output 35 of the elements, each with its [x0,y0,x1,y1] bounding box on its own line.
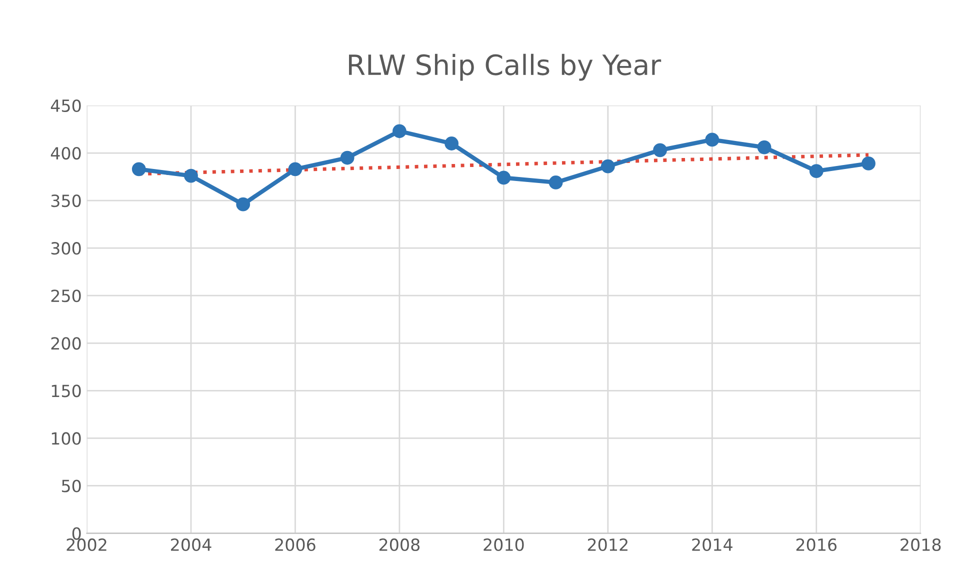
x-tick-label: 2006 [275,538,316,552]
x-tick-label: 2010 [484,538,524,552]
y-tick-label: 350 [51,194,81,208]
point [444,136,459,150]
x-tick-label: 2018 [900,538,941,552]
y-tick-label: 300 [51,242,81,255]
x-tick-label: 2016 [796,538,837,552]
y-tick-label: 400 [50,146,81,160]
x-tick-label: 2004 [171,538,212,552]
point [340,150,354,165]
y-tick-label: 450 [50,99,81,112]
x-tick-label: 2008 [379,538,420,552]
x-tick-label: 2014 [692,538,732,552]
y-tick-label: 0 [72,527,81,540]
point [288,162,302,176]
point [548,176,563,190]
point [184,168,198,183]
y-tick-label: 200 [51,337,81,350]
point [862,156,876,170]
y-tick-label: 100 [52,432,81,445]
chart-title: RLW Ship Calls by Year [349,54,662,81]
point [600,159,615,174]
y-tick-label: 150 [52,384,81,398]
point [653,143,667,158]
point [236,197,250,212]
point [392,124,406,138]
point [705,132,720,147]
y-tick-label: 250 [51,290,81,302]
y-tick-label: 50 [62,480,81,492]
point [496,170,511,185]
x-tick-label: 2002 [66,538,106,552]
point [132,162,146,176]
x-tick-label: 2012 [588,538,628,552]
point [809,164,824,178]
point [757,140,772,154]
